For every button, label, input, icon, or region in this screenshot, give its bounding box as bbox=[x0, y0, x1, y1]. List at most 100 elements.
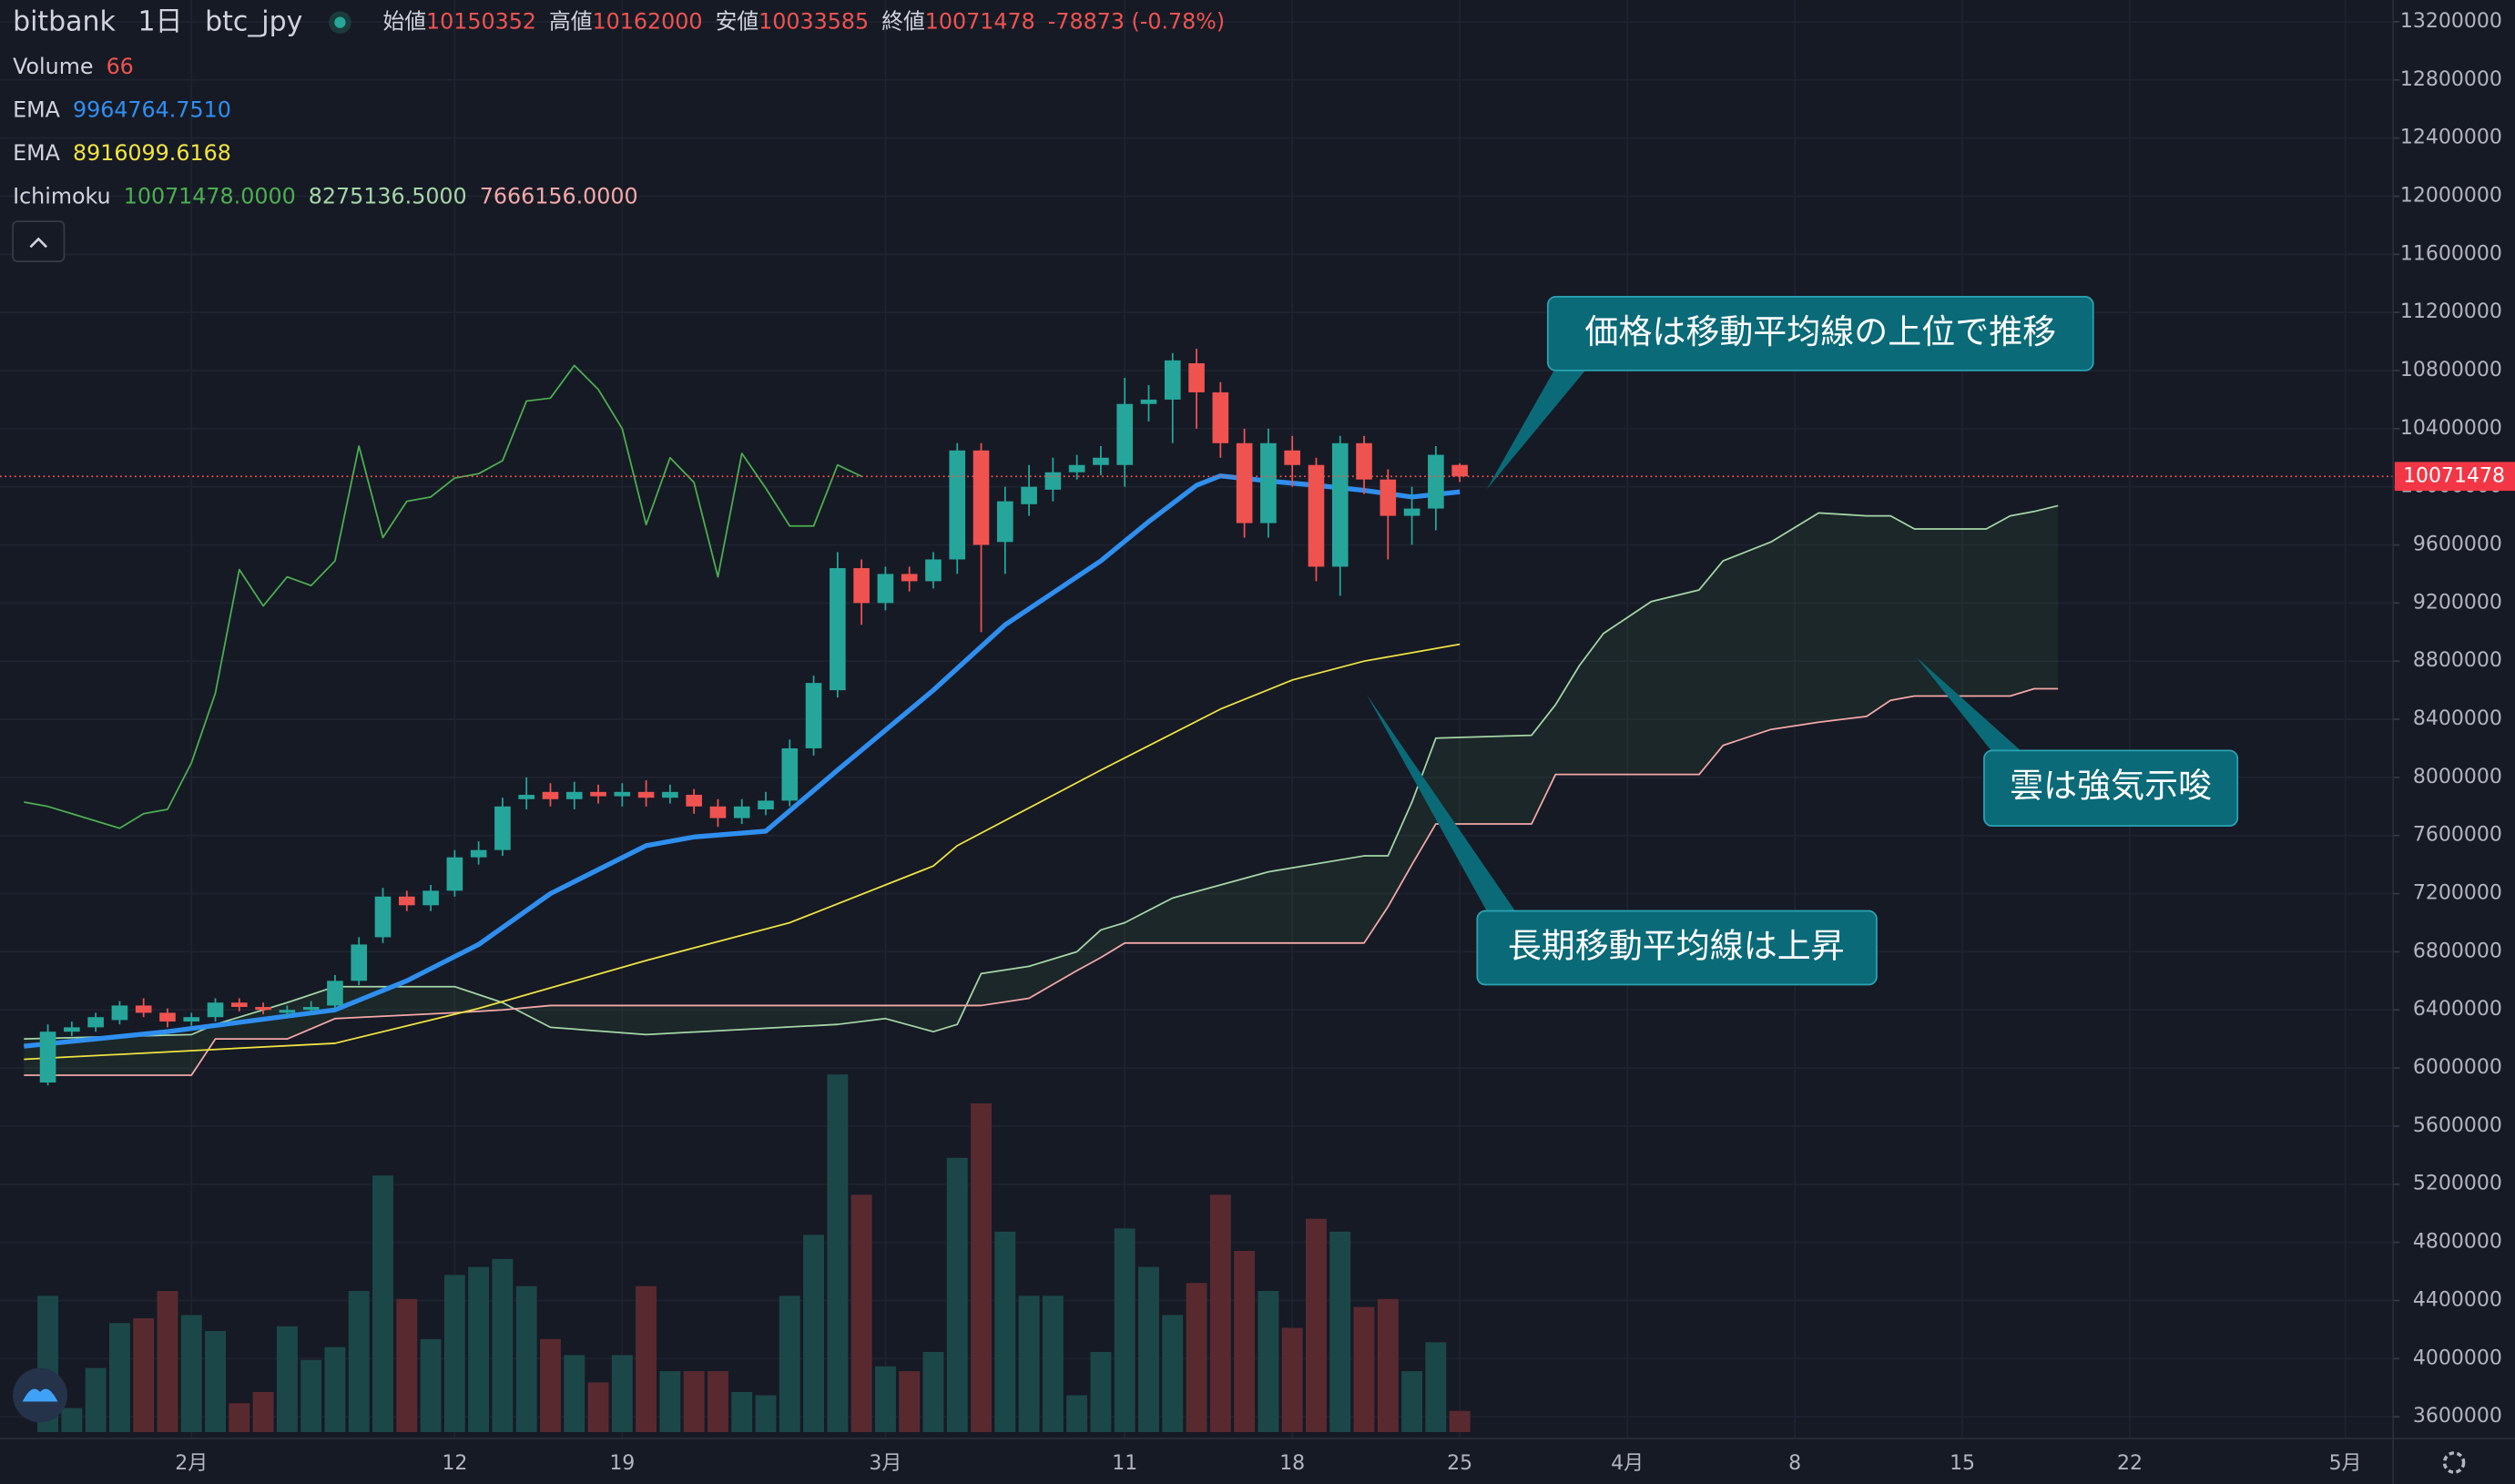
volume-bar bbox=[252, 1391, 274, 1433]
x-tick-label: 8 bbox=[1788, 1452, 1801, 1475]
candle-body bbox=[446, 857, 463, 891]
annotation-text: 雲は強気示唆 bbox=[2010, 766, 2212, 805]
volume-bar bbox=[899, 1371, 921, 1433]
candle-body bbox=[159, 1012, 176, 1022]
candle-body bbox=[279, 1010, 296, 1013]
legend-value: 8916099.6168 bbox=[73, 140, 231, 166]
candle-body bbox=[805, 683, 822, 748]
y-tick-label: 4000000 bbox=[2413, 1347, 2502, 1369]
pointer bbox=[1916, 657, 2024, 754]
y-tick-label: 8000000 bbox=[2413, 766, 2502, 788]
legend-name: EMA bbox=[13, 140, 61, 166]
candle-body bbox=[398, 896, 415, 906]
volume-bar bbox=[61, 1408, 83, 1433]
legend-name: Volume bbox=[13, 53, 93, 78]
x-tick-label: 5月 bbox=[2329, 1452, 2362, 1475]
y-tick-label: 6400000 bbox=[2413, 998, 2502, 1021]
y-tick-label: 10400000 bbox=[2400, 417, 2502, 440]
candle-body bbox=[183, 1017, 200, 1022]
chevron[interactable] bbox=[29, 237, 48, 249]
candle-body bbox=[87, 1017, 104, 1028]
candle-body bbox=[1212, 391, 1229, 443]
callout bbox=[1983, 749, 2239, 828]
logo-mark[interactable] bbox=[22, 1388, 58, 1402]
candle-body bbox=[1428, 454, 1444, 509]
ema-line bbox=[24, 473, 1461, 1049]
candle-body bbox=[662, 791, 678, 798]
volume-bar bbox=[683, 1371, 705, 1433]
high-value: 10162000 bbox=[593, 8, 703, 34]
volume-bar bbox=[1353, 1306, 1375, 1433]
candle-body bbox=[64, 1027, 80, 1032]
candle-body bbox=[1451, 464, 1468, 477]
candle-body bbox=[901, 574, 918, 582]
volume-bar bbox=[1018, 1296, 1040, 1433]
volume-bar bbox=[300, 1359, 322, 1433]
x-tick-label: 25 bbox=[1447, 1452, 1472, 1475]
volume-bar bbox=[1377, 1298, 1399, 1433]
volume-bar bbox=[180, 1315, 202, 1433]
volume-bar bbox=[946, 1157, 968, 1433]
candle-body bbox=[423, 890, 439, 906]
candle-body bbox=[565, 791, 583, 799]
volume-bar bbox=[994, 1231, 1016, 1433]
x-tick-label: 2月 bbox=[175, 1452, 208, 1475]
volume-bar bbox=[1425, 1342, 1447, 1433]
volume-bar bbox=[636, 1286, 657, 1433]
span-b-line bbox=[24, 687, 2059, 1076]
volume-bar bbox=[443, 1275, 465, 1433]
candle-body bbox=[733, 806, 750, 818]
pointer bbox=[1366, 694, 1518, 915]
y-tick-label: 9200000 bbox=[2413, 591, 2502, 614]
low-label: 安値 bbox=[716, 8, 759, 34]
candle-body bbox=[830, 568, 846, 691]
candle-body bbox=[374, 896, 392, 938]
low-value: 10033585 bbox=[759, 8, 869, 34]
candle-body bbox=[925, 559, 942, 582]
collapse-button[interactable] bbox=[12, 220, 66, 263]
legend-ema: EMA 9964764.7510 bbox=[13, 97, 231, 122]
volume-bar bbox=[755, 1395, 777, 1433]
header: bitbank 1日 btc_jpy 始値10150352 高値10162000 安値10… bbox=[13, 5, 1225, 37]
x-tick-label: 12 bbox=[442, 1452, 467, 1475]
legend-name: EMA bbox=[13, 97, 61, 122]
annotation-text: 価格は移動平均線の上位で推移 bbox=[1584, 312, 2056, 351]
volume-bar bbox=[205, 1331, 226, 1433]
interval: 1日 bbox=[137, 5, 182, 37]
volume-bar bbox=[1258, 1290, 1279, 1433]
candle-body bbox=[231, 1002, 248, 1008]
button-frame[interactable] bbox=[12, 220, 66, 263]
y-tick-label: 5200000 bbox=[2413, 1173, 2502, 1195]
x-tick-label: 18 bbox=[1279, 1452, 1305, 1475]
volume-bar bbox=[1162, 1315, 1184, 1433]
candle-body bbox=[351, 944, 368, 981]
x-tick-label: 19 bbox=[609, 1452, 635, 1475]
settings-icon[interactable] bbox=[2442, 1451, 2466, 1474]
volume-bar bbox=[348, 1290, 370, 1433]
candle-body bbox=[1188, 363, 1205, 392]
candle-body bbox=[758, 800, 774, 809]
volume-bar bbox=[372, 1175, 393, 1433]
y-tick-label: 11200000 bbox=[2400, 300, 2502, 323]
candle-body bbox=[614, 791, 631, 797]
pointer bbox=[1486, 367, 1588, 490]
volume-bar bbox=[276, 1326, 298, 1433]
y-tick-label: 5600000 bbox=[2413, 1114, 2502, 1137]
y-tick-label: 11600000 bbox=[2400, 242, 2502, 265]
candle-body bbox=[1236, 442, 1253, 523]
candle-body bbox=[1380, 479, 1397, 516]
annotation: 長期移動平均線は上昇 bbox=[1366, 694, 1878, 986]
legend-ema: EMA 8916099.6168 bbox=[13, 140, 231, 166]
volume-bar bbox=[1186, 1283, 1207, 1433]
volume-bar bbox=[731, 1391, 753, 1433]
exchange: bitbank bbox=[13, 5, 116, 37]
annotation: 価格は移動平均線の上位で推移 bbox=[1486, 296, 2094, 490]
candle-body bbox=[709, 806, 727, 818]
cloud-fill bbox=[24, 505, 2059, 1076]
symbol: btc_jpy bbox=[205, 5, 302, 37]
volume-bar bbox=[324, 1347, 346, 1433]
y-tick-label: 4800000 bbox=[2413, 1231, 2502, 1254]
